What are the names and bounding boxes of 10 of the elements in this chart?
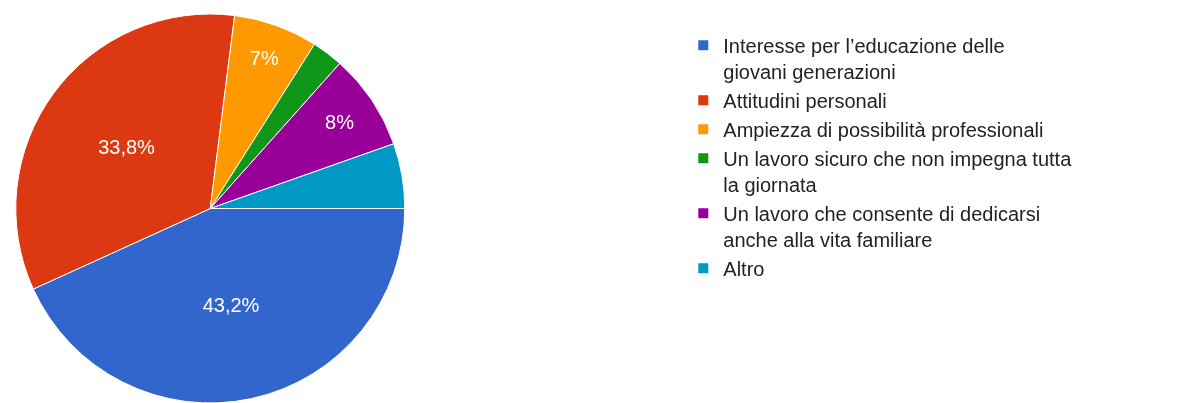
data-label: 33,8% [98, 135, 156, 158]
legend-label: Un lavoro che consente di dedicarsi anche alla vita familiare [723, 202, 1041, 251]
legend-label: Ampiezza di possibilità professionali [723, 118, 1044, 141]
legend-label: Interesse per l’educazione delle giovani generazioni [723, 34, 1005, 83]
legend-label: Altro [723, 257, 765, 280]
data-label: 8% [325, 110, 355, 133]
data-label: 43,2% [202, 293, 260, 316]
legend-label: Attitudini personali [723, 89, 887, 112]
legend-label: Un lavoro sicuro che non impegna tutta la giornata [723, 147, 1073, 196]
data-label: 7% [249, 47, 279, 70]
